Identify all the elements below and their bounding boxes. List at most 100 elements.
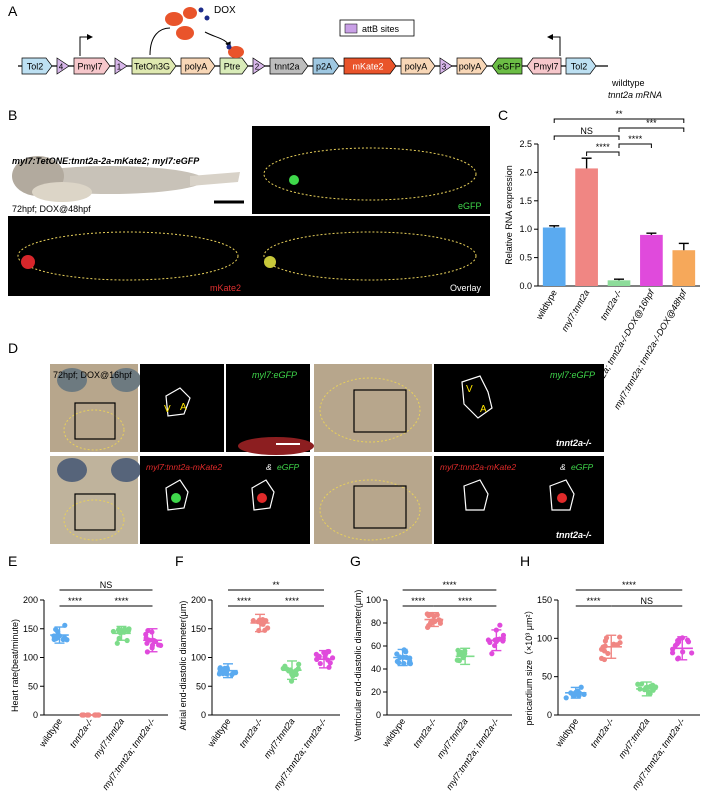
d-mutant-label-2: tnnt2a-/- (556, 530, 592, 540)
data-point (489, 651, 495, 657)
mrna-label: tnnt2a mRNA (608, 90, 662, 100)
construct-segment-label: TetOn3G (134, 62, 170, 72)
data-point (396, 660, 402, 666)
d-brightfield-1-eye (111, 368, 141, 392)
data-point (124, 637, 130, 644)
data-point (327, 660, 333, 666)
promoter-arrow (547, 34, 561, 56)
x-tick-label: tnnt2a-/- (411, 716, 438, 749)
dox-protein (176, 26, 194, 40)
d-outline-2 (319, 377, 421, 443)
a-label-2: A (480, 404, 487, 415)
embryo-tail (190, 172, 240, 186)
data-point (617, 640, 623, 646)
b-subtitle: 72hpf; DOX@48hpf (12, 204, 91, 214)
x-tick-label: myl7:tnnt2a (435, 716, 470, 760)
y-tick-label: 1.5 (519, 196, 532, 206)
egfp-image (252, 126, 490, 214)
y-tick-label: 100 (23, 653, 38, 663)
y-tick-label: 50 (28, 681, 38, 691)
d-gfp-label-2: myl7:eGFP (550, 370, 595, 380)
d-outline-4 (319, 479, 421, 541)
construct-segment-label: mKate2 (352, 62, 383, 72)
construct-segment-label: eGFP (497, 62, 521, 72)
x-tick-label: wildtype (205, 716, 232, 749)
d-brightfield-3-eye (57, 458, 87, 482)
data-point (230, 670, 237, 676)
panel-letter-f: F (175, 553, 184, 569)
bar (542, 227, 566, 286)
heart-outline-4 (251, 479, 275, 511)
d-roi-box-3 (74, 493, 116, 531)
bar (640, 234, 663, 286)
dox-molecule (198, 7, 204, 13)
y-axis-label: Relative RNA expression (504, 165, 514, 265)
x-tick-label: myl7:tnnt2a (262, 716, 297, 760)
significance-label: NS (580, 126, 593, 136)
dox-label: DOX (214, 5, 236, 16)
construct-segment-label: polyA (459, 62, 482, 72)
egfp-outline (263, 147, 477, 201)
significance-label: **** (237, 596, 252, 606)
x-tick-label: tnnt2a-/- (237, 716, 264, 749)
bar (575, 168, 598, 286)
d-egfp-2: eGFP (571, 462, 594, 472)
d-red-label-1: myl7:tnnt2a-mKate2 (146, 462, 222, 472)
construct-segment (114, 57, 128, 75)
heart-outline-5 (463, 479, 489, 511)
panel-letter-e: E (8, 553, 17, 569)
y-tick-label: 0 (201, 710, 206, 720)
bar (607, 280, 631, 286)
x-tick-label: wildtype (380, 716, 407, 749)
construct-segment-label: Tol2 (27, 62, 44, 72)
panel-letter-d: D (8, 340, 18, 356)
x-tick-label: tnnt2a-/- (68, 716, 95, 749)
y-tick-label: 0 (547, 710, 552, 720)
x-tick-label: myl7:tnnt2a (617, 716, 652, 760)
data-point (317, 660, 323, 667)
construct-diagram: Tol2 4 Pmyl7 1 TetOn3G polyA Ptre 2 tnnt2a p2A mKa… (18, 5, 662, 100)
y-tick-label: 0.5 (519, 253, 532, 263)
heart-signal-red-2 (557, 493, 567, 503)
a-label: A (180, 402, 187, 413)
binding-arrow (204, 31, 231, 48)
construct-segment-label: 1 (117, 63, 122, 72)
construct-segment (269, 57, 309, 75)
significance-bracket (618, 127, 685, 132)
dox-protein (183, 7, 197, 19)
wildtype-label: wildtype (611, 78, 645, 88)
heart-outline (165, 387, 191, 417)
panel-letter-a: A (8, 3, 18, 19)
d-red-label-2: myl7:tnnt2a-mKate2 (440, 462, 516, 472)
significance-label: **** (411, 596, 426, 606)
mkate2-heart-signal (21, 255, 35, 269)
legend-box (339, 19, 415, 37)
bar (672, 250, 696, 286)
construct-segment-label: p2A (316, 62, 332, 72)
y-tick-label: 20 (371, 687, 381, 697)
y-axis-label: Heart rate(beat/minute) (10, 619, 20, 712)
construct-segment-label: 4 (59, 63, 64, 72)
construct-segment (180, 57, 216, 75)
data-point (684, 637, 691, 643)
mkate2-outline (17, 231, 239, 281)
y-axis-label: Atrial end-diastolic diameter(μm) (178, 601, 188, 731)
mkate2-label: mKate2 (210, 283, 241, 293)
data-point (428, 620, 434, 626)
egfp-heart-signal (289, 175, 299, 185)
construct-segment-label: 2 (255, 63, 260, 72)
heart-signal-red (257, 493, 267, 503)
x-tick-label: wildtype (553, 716, 580, 749)
bound-tet-protein (228, 46, 244, 58)
data-point (497, 622, 503, 628)
data-point (126, 626, 132, 632)
d-gfp-label-1: myl7:eGFP (252, 370, 297, 380)
construct-segment (400, 57, 436, 75)
y-tick-label: 1.0 (519, 224, 532, 234)
construct-segment (565, 57, 597, 75)
v-label: V (164, 404, 171, 415)
data-point (434, 612, 440, 618)
y-tick-label: 150 (23, 624, 38, 634)
panel-letter-g: G (350, 553, 361, 569)
